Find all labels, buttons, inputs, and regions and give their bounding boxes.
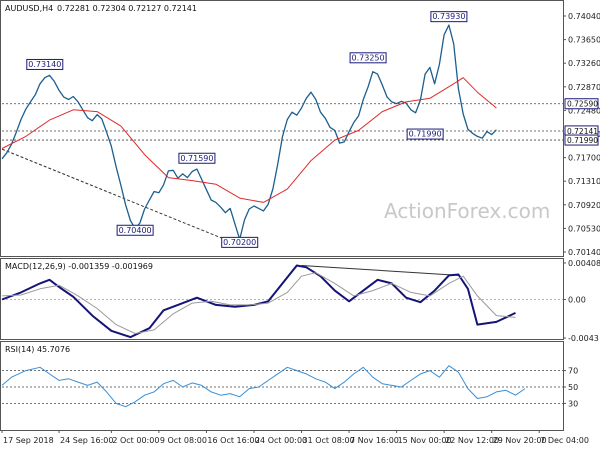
x-tick-label: 29 Nov 20:00	[493, 436, 547, 445]
y-tick-label: 0.72480	[568, 106, 600, 115]
macd-pane-frame	[0, 258, 564, 340]
series-line	[1, 77, 497, 203]
price-annotation: 0.70200	[221, 236, 259, 248]
x-tick-label: 17 Sep 2018	[3, 436, 54, 445]
y-tick-label: 0.70920	[568, 201, 600, 210]
annotation-box	[178, 152, 216, 164]
price-tag-label: 0.72141	[567, 127, 598, 136]
price-ohlc: 0.72281 0.72304 0.72127 0.72141	[57, 4, 197, 13]
series-line	[1, 272, 516, 334]
y-tick-label: 70	[568, 367, 578, 376]
x-tick-label: 22 Nov 12:00	[445, 436, 499, 445]
x-tick-label: 16 Oct 16:00	[207, 436, 259, 445]
annotation-box	[26, 58, 64, 70]
y-tick-label: 30	[568, 399, 578, 408]
annotation-label: 0.73140	[28, 60, 61, 69]
macd-pane-title: MACD(12,26,9) -0.001359 -0.001969	[5, 262, 153, 271]
price-annotation: 0.73140	[26, 58, 64, 70]
x-tick-label: 24 Oct 00:00	[255, 436, 307, 445]
y-tick-label: 0.71310	[568, 177, 600, 186]
series-line	[1, 365, 526, 408]
rsi-pane-frame	[0, 341, 564, 431]
y-tick-label: 0.70140	[568, 248, 600, 257]
annotation-box	[406, 128, 444, 140]
price-tag-label: 0.72590	[567, 100, 598, 109]
x-tick-label: 2 Oct 00:00	[112, 436, 159, 445]
annotation-label: 0.71990	[409, 130, 442, 139]
y-tick-label: 0.72870	[568, 83, 600, 92]
price-tag: 0.72590	[564, 98, 599, 110]
price-annotation: 0.73930	[430, 11, 468, 23]
annotation-box	[221, 236, 259, 248]
price-plot: 0.73140 0.70400 0.71590 0.70200 0.73250 0.719…	[1, 11, 563, 248]
price-tag-label: 0.71990	[567, 136, 598, 145]
macd-plot	[1, 264, 563, 339]
trend-line	[301, 265, 459, 276]
annotation-box	[430, 11, 468, 23]
price-pane-title: AUDUSD,H4	[5, 4, 53, 13]
price-tag: 0.71990	[564, 134, 599, 146]
annotation-label: 0.73930	[432, 12, 465, 21]
price-tag-box	[564, 134, 599, 146]
y-tick-label: 0.00408	[568, 259, 600, 268]
x-tick-label: 9 Oct 08:00	[160, 436, 207, 445]
y-tick-label: 0.73260	[568, 59, 600, 68]
y-tick-label: 0.73650	[568, 36, 600, 45]
price-annotation: 0.73250	[349, 52, 387, 64]
price-pane-frame	[0, 0, 564, 257]
annotation-box	[116, 224, 154, 236]
y-tick-label: 50	[568, 383, 578, 392]
rsi-plot	[1, 365, 563, 408]
trend-line	[1, 148, 240, 246]
price-annotation: 0.71990	[406, 128, 444, 140]
x-tick-label: 31 Oct 08:00	[303, 436, 355, 445]
y-tick-label: 0.74040	[568, 12, 600, 21]
series-line	[1, 24, 497, 240]
y-tick-label: 0.70530	[568, 224, 600, 233]
price-annotation: 0.70400	[116, 224, 154, 236]
x-tick-label: 7 Nov 16:00	[350, 436, 399, 445]
annotation-label: 0.71590	[180, 154, 213, 163]
price-tag: 0.72141	[564, 125, 599, 137]
watermark: ActionForex.com	[384, 199, 550, 223]
price-annotation: 0.71590	[178, 152, 216, 164]
y-tick-label: 0.71700	[568, 154, 600, 163]
annotation-box	[349, 52, 387, 64]
price-tag-box	[564, 98, 599, 110]
y-tick-label: 0.00	[568, 296, 586, 305]
annotation-label: 0.73250	[352, 53, 385, 62]
x-tick-label: 15 Nov 00:00	[398, 436, 452, 445]
x-tick-label: 7 Dec 04:00	[540, 436, 589, 445]
x-tick-label: 24 Sep 16:00	[60, 436, 113, 445]
annotation-label: 0.70200	[223, 238, 256, 247]
annotation-label: 0.70400	[119, 226, 152, 235]
axes: 0.740400.736500.732600.728700.724800.720…	[1, 12, 600, 445]
series-line	[1, 264, 516, 339]
y-tick-label: -0.0043	[568, 334, 599, 343]
rsi-pane-title: RSI(14) 45.7076	[5, 345, 70, 354]
